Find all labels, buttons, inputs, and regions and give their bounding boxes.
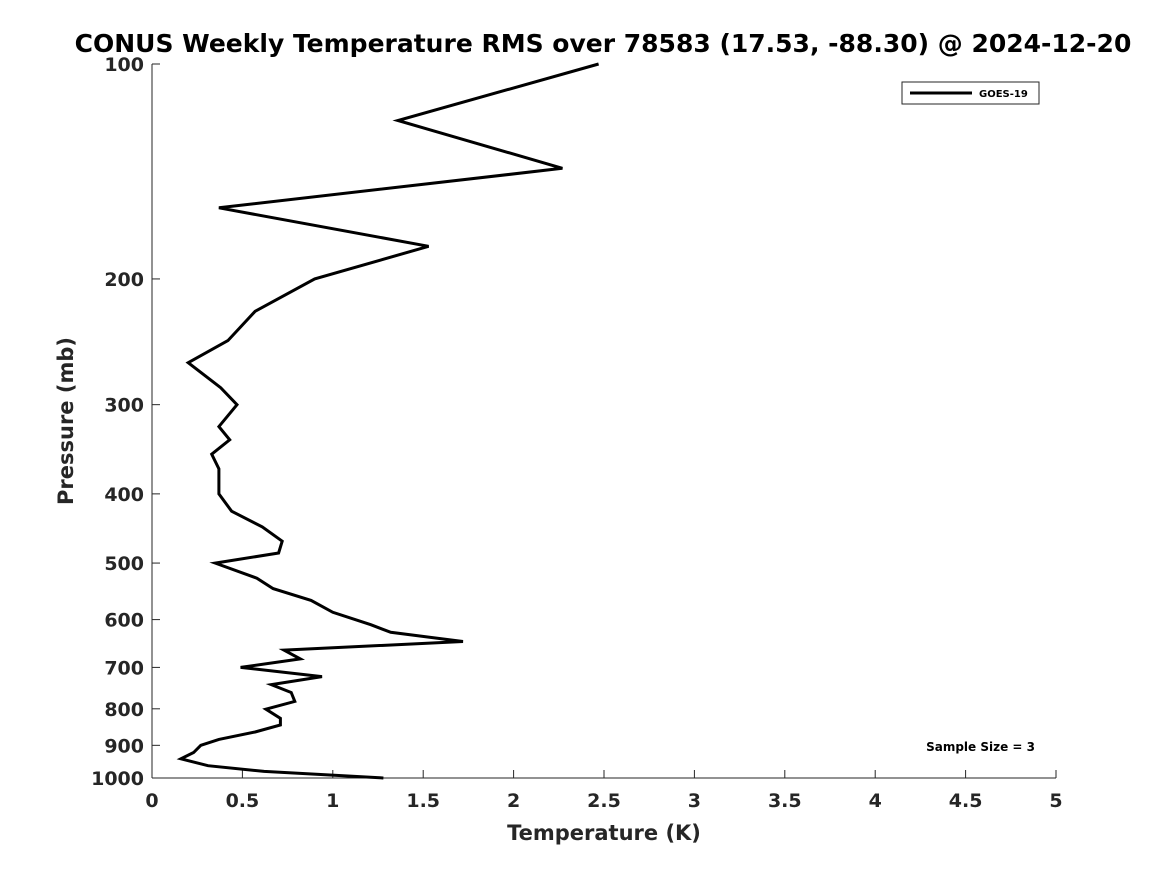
y-tick-label: 600 bbox=[104, 610, 144, 632]
x-tick-label: 0 bbox=[145, 790, 158, 812]
x-tick-label: 3.5 bbox=[768, 790, 802, 812]
x-tick-label: 2 bbox=[507, 790, 520, 812]
x-tick-label: 2.5 bbox=[587, 790, 621, 812]
x-tick-label: 4.5 bbox=[949, 790, 983, 812]
y-tick-label: 700 bbox=[104, 657, 144, 679]
x-tick-label: 5 bbox=[1049, 790, 1062, 812]
chart-title: CONUS Weekly Temperature RMS over 78583 … bbox=[75, 29, 1132, 58]
y-tick-label: 400 bbox=[104, 484, 144, 506]
x-tick-label: 1 bbox=[326, 790, 339, 812]
x-tick-label: 3 bbox=[688, 790, 701, 812]
x-tick-label: 1.5 bbox=[406, 790, 440, 812]
legend: GOES-19 bbox=[901, 81, 1040, 105]
y-tick-label: 1000 bbox=[91, 768, 144, 790]
series-line-goes-19 bbox=[176, 62, 600, 780]
y-tick-label: 900 bbox=[104, 735, 144, 757]
series-lines bbox=[176, 62, 600, 780]
y-tick-label: 500 bbox=[104, 553, 144, 575]
x-tick-label: 4 bbox=[869, 790, 882, 812]
y-ticks: 100 200 300 400 500 600 700 800 900 1000 bbox=[91, 54, 160, 790]
y-tick-label: 300 bbox=[104, 395, 144, 417]
legend-entry: GOES-19 bbox=[979, 89, 1028, 100]
x-ticks: 0 0.5 1 1.5 2 2.5 3 3.5 4 4.5 5 bbox=[145, 770, 1063, 812]
sample-size-annotation: Sample Size = 3 bbox=[926, 740, 1035, 754]
y-axis-label: Pressure (mb) bbox=[54, 337, 78, 505]
plot-area: 0 0.5 1 1.5 2 2.5 3 3.5 4 4.5 5 100 200 300 400 500 600… bbox=[91, 54, 1063, 812]
y-tick-label: 800 bbox=[104, 699, 144, 721]
y-tick-label: 100 bbox=[104, 54, 144, 76]
y-tick-label: 200 bbox=[104, 269, 144, 291]
x-axis-label: Temperature (K) bbox=[507, 821, 701, 845]
x-tick-label: 0.5 bbox=[226, 790, 260, 812]
